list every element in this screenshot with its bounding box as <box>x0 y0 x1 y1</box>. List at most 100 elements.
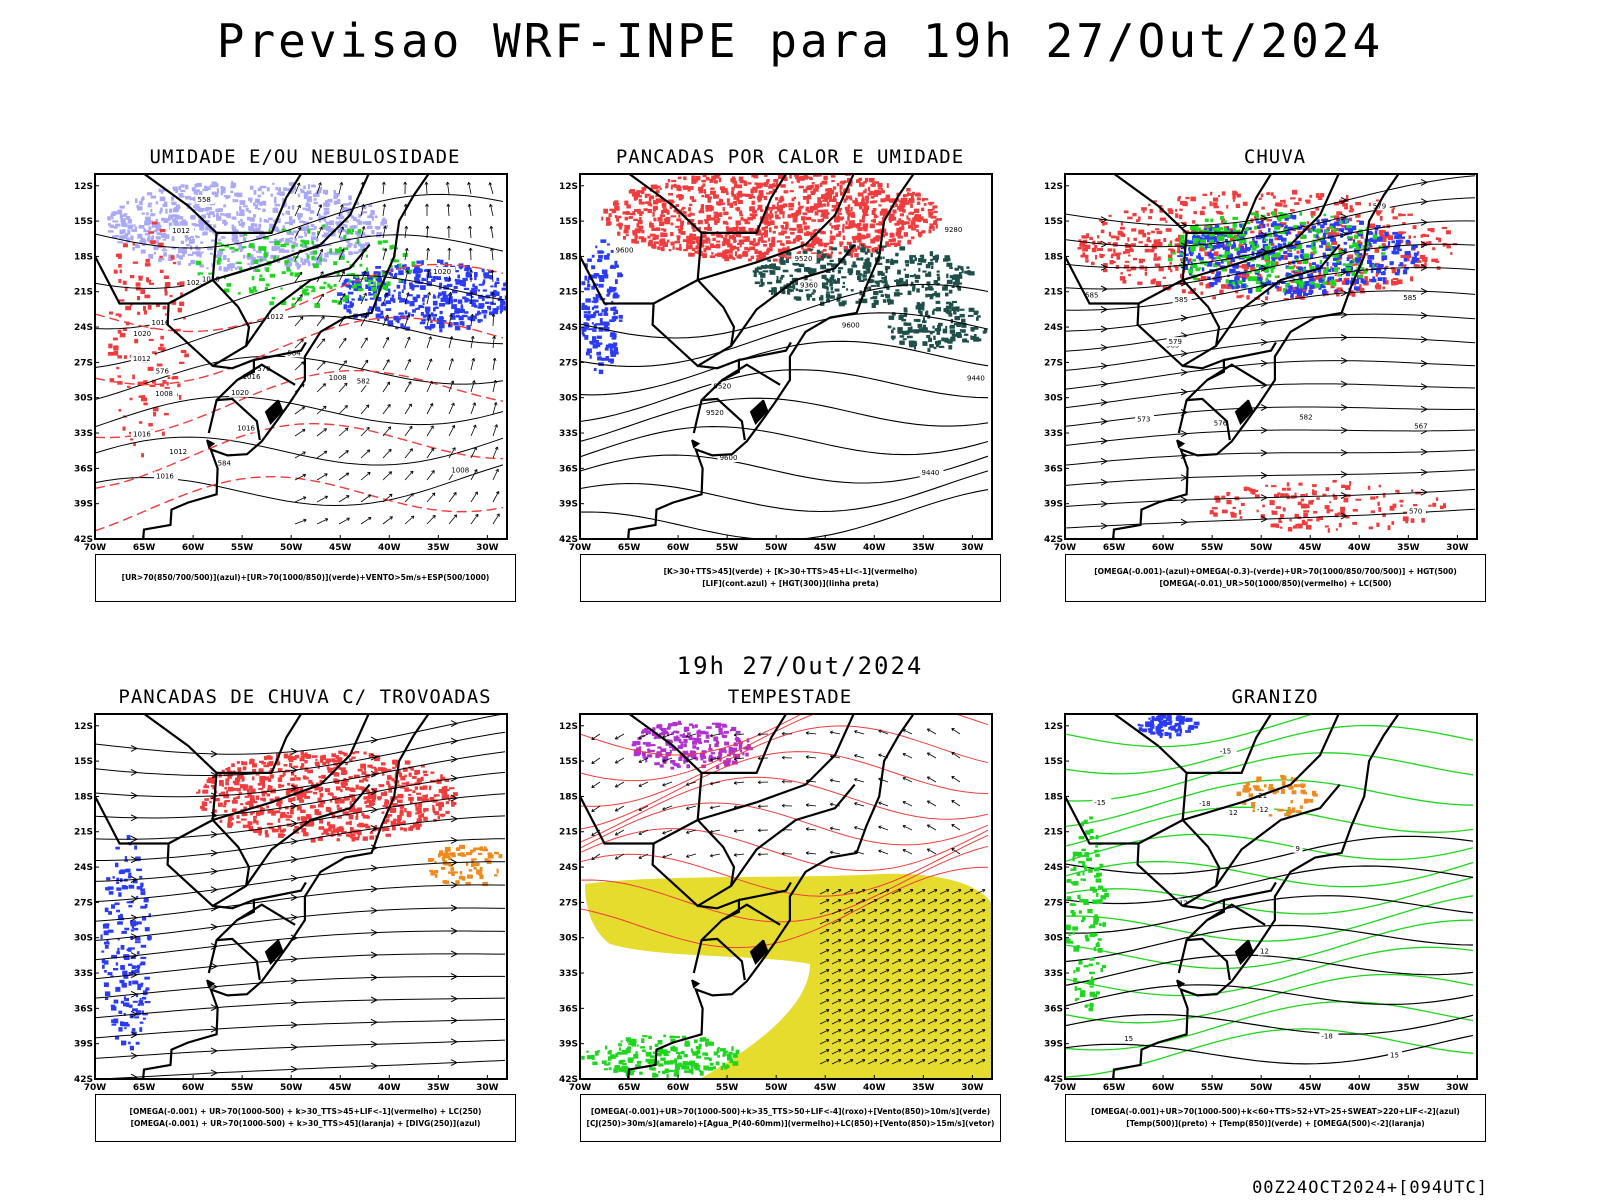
rain-cell <box>1202 237 1207 240</box>
wind-vector <box>492 513 500 525</box>
moisture-cell <box>280 300 287 305</box>
convection-cell <box>843 198 847 203</box>
wind-vector <box>364 359 369 364</box>
lif-contour <box>593 327 597 330</box>
convection-cell <box>811 292 815 295</box>
convection-cell <box>857 232 862 236</box>
rain-cell <box>1246 227 1252 231</box>
rain-cell <box>1154 263 1161 267</box>
rain-cell <box>1144 248 1150 253</box>
moisture-cell <box>261 257 267 261</box>
wind-vector <box>448 447 456 459</box>
convection-cell <box>813 174 819 177</box>
convection-cell <box>858 177 863 181</box>
convection-cell <box>774 211 778 214</box>
moisture-cell <box>454 278 458 282</box>
convection-cell <box>874 181 879 184</box>
convection-cell <box>780 274 785 278</box>
moisture-cell <box>178 193 184 196</box>
wind-vector <box>425 225 430 229</box>
lif-contour <box>618 319 623 322</box>
thickness-contour <box>107 351 114 356</box>
thickness-contour <box>144 294 151 299</box>
wind-vector <box>431 470 435 474</box>
moisture-cell <box>135 243 139 248</box>
rain-cell <box>1279 224 1283 228</box>
convection-cell <box>779 211 785 215</box>
moisture-cell <box>148 226 152 231</box>
moisture-cell <box>204 186 210 190</box>
convection-cell <box>933 220 938 225</box>
moisture-cell <box>405 299 408 305</box>
thickness-contour <box>115 313 120 316</box>
rain-cell <box>1242 201 1248 206</box>
moisture-cell <box>311 232 316 236</box>
convection-cell <box>799 236 803 240</box>
rain-cell <box>1404 266 1409 270</box>
thickness-contour <box>118 264 122 268</box>
convection-cell <box>682 185 689 190</box>
convection-cell <box>683 176 687 181</box>
wind-vector <box>426 492 436 503</box>
convection-cell <box>859 182 865 187</box>
convection-cell <box>935 307 941 312</box>
convection-cell <box>862 244 867 249</box>
convection-cell <box>821 194 826 199</box>
moisture-cell <box>253 190 257 195</box>
convection-cell <box>922 230 926 233</box>
convection-cell <box>680 220 684 226</box>
convection-cell <box>732 178 736 182</box>
convection-cell <box>822 199 828 202</box>
convection-cell <box>927 287 932 290</box>
wind-vector <box>382 204 386 217</box>
convection-cell <box>907 330 913 333</box>
rain-cell <box>1326 227 1330 231</box>
convection-cell <box>768 185 774 189</box>
convection-cell <box>822 209 829 214</box>
rain-cell <box>1214 282 1218 285</box>
convection-cell <box>666 210 670 215</box>
thickness-contour <box>165 313 168 316</box>
lif-contour <box>584 306 590 311</box>
convection-cell <box>800 216 806 221</box>
moisture-cell <box>449 296 453 301</box>
moisture-cell <box>510 305 512 307</box>
rain-cell <box>1301 234 1306 239</box>
moisture-cell <box>259 217 262 223</box>
rain-cell <box>1337 274 1342 277</box>
convection-cell <box>652 237 657 241</box>
contour-label: 1020 <box>133 330 151 338</box>
rain-cell <box>1413 264 1419 268</box>
height-contour <box>580 397 989 443</box>
wind-vector <box>407 336 411 340</box>
moisture-cell <box>265 283 270 287</box>
rain-cell <box>1303 253 1310 256</box>
moisture-cell <box>329 252 333 256</box>
convection-cell <box>765 225 769 229</box>
rain-cell <box>1170 249 1176 254</box>
rain-cell <box>1355 213 1361 218</box>
moisture-cell <box>212 214 216 218</box>
convection-cell <box>861 196 865 201</box>
contour-label: 9520 <box>795 255 813 263</box>
moisture-cell <box>460 304 463 309</box>
convection-cell <box>603 208 608 214</box>
rain-cell <box>1317 268 1322 273</box>
rain-cell <box>1298 282 1304 288</box>
wind-vector <box>341 248 345 252</box>
convection-cell <box>857 245 860 250</box>
moisture-cell <box>156 242 160 247</box>
convection-cell <box>835 192 838 197</box>
convection-cell <box>925 220 928 224</box>
convection-cell <box>929 251 934 257</box>
rain-cell <box>1197 278 1201 281</box>
convection-cell <box>615 203 620 206</box>
convection-cell <box>928 214 933 218</box>
convection-cell <box>668 249 672 252</box>
moisture-cell <box>350 232 354 235</box>
moisture-cell <box>226 264 233 268</box>
convection-cell <box>897 240 902 243</box>
rain-cell <box>1372 234 1377 240</box>
moisture-cell <box>279 191 285 196</box>
convection-cell <box>651 244 656 249</box>
